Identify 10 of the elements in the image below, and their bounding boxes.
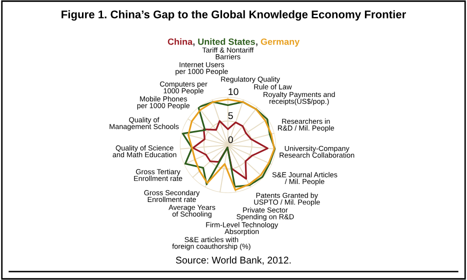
text: China xyxy=(168,38,193,45)
text: Germany xyxy=(260,38,300,47)
y-tick-label: 5 xyxy=(228,112,233,120)
text: , xyxy=(193,43,195,46)
chart-title: Figure 1. China’s Gap to the Global Knowledge Economy Frontier xyxy=(62,10,406,21)
text: , xyxy=(256,43,258,46)
text: United States xyxy=(198,38,255,45)
y-tick-label: 0 xyxy=(228,136,233,144)
source-note: Source: World Bank, 2012. xyxy=(176,256,291,265)
y-tick-label: 10 xyxy=(228,88,238,96)
